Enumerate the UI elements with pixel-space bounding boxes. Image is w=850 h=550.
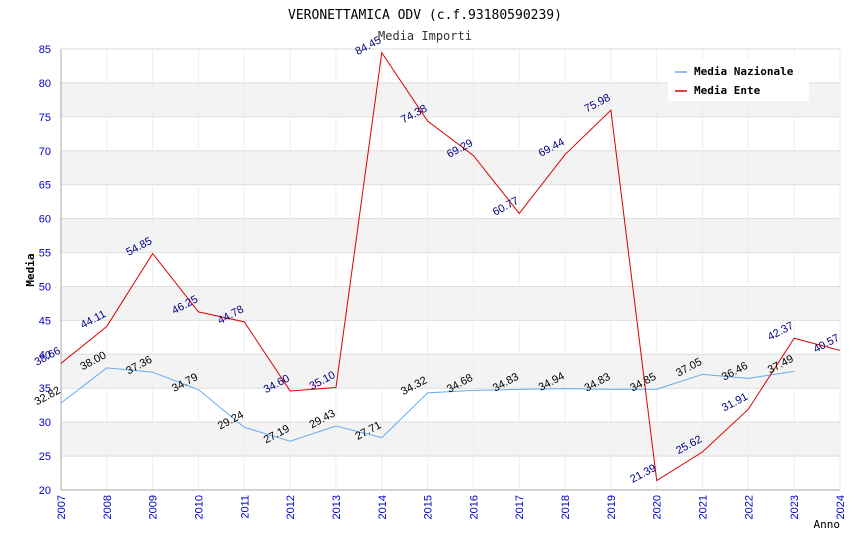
grid-band xyxy=(61,286,840,321)
x-tick-label: 2021 xyxy=(698,495,710,519)
y-tick-label: 25 xyxy=(39,451,51,463)
legend-label-media-ente: Media Ente xyxy=(694,84,761,97)
x-tick-label: 2020 xyxy=(652,495,664,519)
y-axis-label: Media xyxy=(24,253,37,286)
grid-band xyxy=(61,422,840,457)
y-tick-label: 80 xyxy=(39,78,51,90)
series-line-media-ente xyxy=(60,51,841,482)
y-tick-label: 55 xyxy=(39,248,51,260)
x-tick-label: 2023 xyxy=(789,495,801,519)
series-line-media-nazionale xyxy=(60,367,795,442)
y-tick-label: 20 xyxy=(39,485,51,497)
x-tick-label: 2010 xyxy=(193,495,205,519)
y-tick-label: 85 xyxy=(39,44,51,56)
x-tick-label: 2016 xyxy=(468,495,480,519)
y-tick-label: 30 xyxy=(39,417,51,429)
x-tick-label: 2018 xyxy=(560,495,572,519)
y-tick-label: 45 xyxy=(39,315,51,327)
x-tick-label: 2013 xyxy=(331,495,343,519)
x-tick-label: 2024 xyxy=(835,495,847,519)
x-tick-label: 2015 xyxy=(423,495,435,519)
grid-band xyxy=(61,354,840,389)
x-tick-label: 2008 xyxy=(102,495,114,519)
grid-lines xyxy=(60,48,841,491)
series-layer xyxy=(60,51,841,482)
x-tick-label: 2007 xyxy=(56,495,68,519)
data-label: 40.57 xyxy=(812,332,842,356)
data-label: 60.77 xyxy=(491,195,521,219)
x-axis-ticks: 2007 2008 2009 2010 2011 2012 2013 2014 2015 2016… xyxy=(56,495,847,519)
x-tick-label: 2012 xyxy=(285,495,297,519)
y-tick-label: 70 xyxy=(39,146,51,158)
grid-band xyxy=(61,150,840,185)
x-tick-label: 2014 xyxy=(377,495,389,519)
data-label: 31.91 xyxy=(720,391,750,415)
y-tick-label: 65 xyxy=(39,180,51,192)
data-label: 21.39 xyxy=(628,462,658,486)
x-tick-label: 2017 xyxy=(514,495,526,519)
x-axis-label: Anno xyxy=(814,518,841,531)
x-tick-label: 2009 xyxy=(148,495,160,519)
y-axis-ticks: 20 25 30 35 40 45 50 55 60 65 70 75 80 85 xyxy=(39,44,51,497)
y-tick-label: 50 xyxy=(39,281,51,293)
data-label: 42.37 xyxy=(766,320,796,344)
legend-box xyxy=(668,59,809,101)
legend: Media Nazionale Media Ente xyxy=(668,59,809,101)
chart-subtitle: Media Importi xyxy=(378,29,472,43)
y-tick-label: 40 xyxy=(39,349,51,361)
chart-title: VERONETTAMICA ODV (c.f.93180590239) xyxy=(288,8,562,23)
y-tick-label: 60 xyxy=(39,214,51,226)
x-tick-label: 2019 xyxy=(606,495,618,519)
legend-label-media-nazionale: Media Nazionale xyxy=(694,65,794,78)
x-tick-label: 2011 xyxy=(239,495,251,519)
y-tick-label: 75 xyxy=(39,112,51,124)
y-tick-label: 35 xyxy=(39,383,51,395)
grid-band xyxy=(61,218,840,253)
x-tick-label: 2022 xyxy=(743,495,755,519)
